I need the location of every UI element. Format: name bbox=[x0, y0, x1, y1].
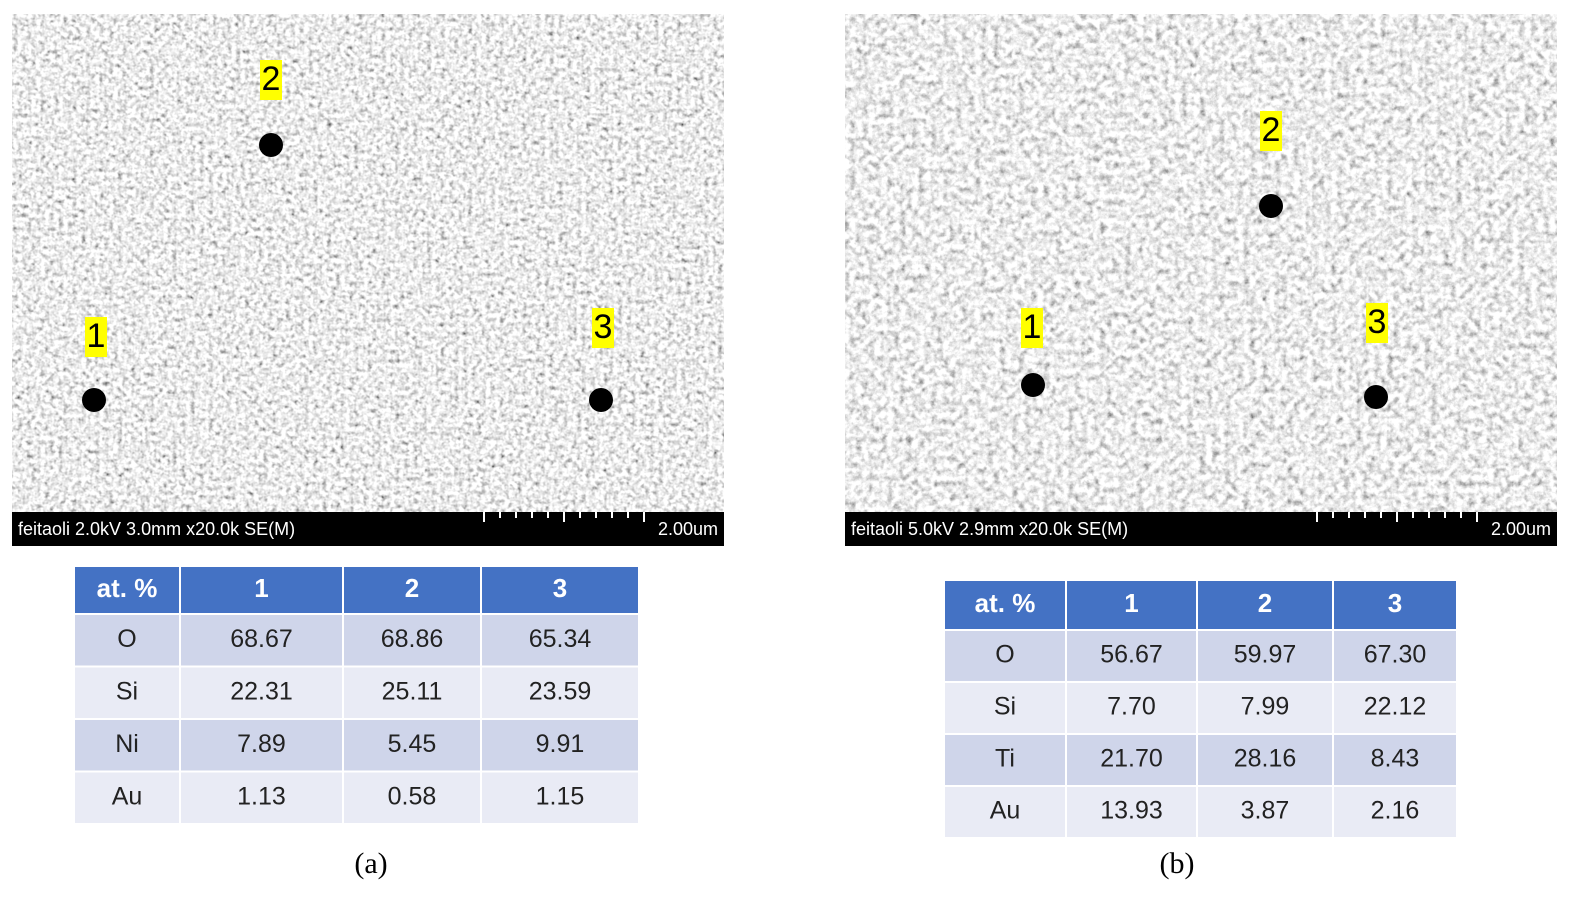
point-label: 2 bbox=[1262, 111, 1281, 149]
table-cell bbox=[179, 718, 344, 773]
panel: feitaoli 2.0kV 3.0mm x20.0k SE(M) 2.00um 1… bbox=[12, 14, 724, 880]
table-cell bbox=[1332, 785, 1458, 839]
table-cell-text: 59.97 bbox=[1234, 641, 1297, 669]
panel-caption: (b) bbox=[1160, 847, 1195, 880]
table-cell bbox=[480, 770, 640, 825]
table-cell bbox=[480, 665, 640, 720]
point-label-bg bbox=[85, 317, 107, 357]
table-header-text: 2 bbox=[1258, 588, 1272, 618]
point-marker bbox=[259, 133, 283, 157]
point-label: 1 bbox=[87, 317, 106, 355]
table-cell bbox=[73, 665, 181, 720]
table-cell-text: 3.87 bbox=[1241, 797, 1290, 825]
table-cell bbox=[1065, 785, 1198, 839]
table-header-text: 2 bbox=[405, 573, 419, 603]
table-cell-text: 5.45 bbox=[388, 730, 437, 758]
table-cell-text: 25.11 bbox=[382, 677, 443, 705]
table-cell bbox=[1065, 681, 1198, 735]
table-cell-text: O bbox=[117, 625, 136, 653]
table-cell-text: 28.16 bbox=[1234, 745, 1297, 773]
table-cell-text: 8.43 bbox=[1371, 745, 1420, 773]
table-cell bbox=[1332, 681, 1458, 735]
sem-image bbox=[845, 14, 1557, 512]
table-cell bbox=[179, 665, 344, 720]
info-bar bbox=[845, 512, 1557, 546]
point-marker bbox=[589, 388, 613, 412]
table-cell-text: 22.12 bbox=[1364, 693, 1427, 721]
table-cell-text: 0.58 bbox=[388, 782, 437, 810]
table-cell bbox=[1065, 733, 1198, 787]
table-cell bbox=[1196, 785, 1334, 839]
table-cell-text: Ni bbox=[115, 730, 139, 758]
point-label-bg bbox=[592, 308, 614, 348]
table-cell-text: 22.31 bbox=[230, 677, 293, 705]
table-header-text: 3 bbox=[1388, 588, 1402, 618]
table-cell bbox=[480, 718, 640, 773]
table-cell-text: 2.16 bbox=[1371, 797, 1420, 825]
point-label-bg bbox=[260, 60, 282, 100]
table-header-text: 3 bbox=[553, 573, 567, 603]
point-marker bbox=[1021, 373, 1045, 397]
table-header-text: at. % bbox=[975, 588, 1036, 618]
table-cell bbox=[943, 681, 1067, 735]
point-label-bg bbox=[1021, 308, 1043, 348]
table-cell bbox=[73, 613, 181, 668]
table-cell bbox=[342, 665, 482, 720]
point-label: 3 bbox=[1368, 303, 1387, 341]
table-cell bbox=[342, 613, 482, 668]
table-header-text: at. % bbox=[97, 573, 158, 603]
table-cell-text: 21.70 bbox=[1100, 745, 1163, 773]
point-label: 2 bbox=[262, 60, 281, 98]
table-cell-text: Si bbox=[116, 677, 138, 705]
table-cell-text: 65.34 bbox=[529, 625, 592, 653]
table-cell-text: Au bbox=[112, 782, 143, 810]
table-header-cell bbox=[179, 565, 344, 615]
point-marker bbox=[82, 388, 106, 412]
table-cell-text: Ti bbox=[995, 745, 1015, 773]
point-label: 1 bbox=[1023, 308, 1042, 346]
table-cell-text: 23.59 bbox=[529, 677, 592, 705]
table-cell-text: Au bbox=[990, 797, 1021, 825]
point-label-bg bbox=[1260, 111, 1282, 151]
table-cell-text: 1.15 bbox=[536, 782, 585, 810]
point-marker bbox=[1259, 194, 1283, 218]
table-cell-text: Si bbox=[994, 693, 1016, 721]
table-cell bbox=[1196, 733, 1334, 787]
table-cell-text: 68.86 bbox=[381, 625, 444, 653]
table-cell-text: 68.67 bbox=[230, 625, 293, 653]
table-header-text: 1 bbox=[254, 573, 268, 603]
table-cell-text: 67.30 bbox=[1364, 641, 1427, 669]
info-text: feitaoli 5.0kV 2.9mm x20.0k SE(M) bbox=[851, 519, 1128, 539]
panel-caption: (a) bbox=[354, 847, 387, 880]
table-cell-text: O bbox=[995, 641, 1014, 669]
table-header-cell bbox=[943, 579, 1067, 631]
table-cell bbox=[1332, 733, 1458, 787]
table-cell bbox=[1065, 629, 1198, 683]
table-cell bbox=[342, 718, 482, 773]
table-cell bbox=[1332, 629, 1458, 683]
table-header-cell bbox=[342, 565, 482, 615]
point-marker bbox=[1364, 385, 1388, 409]
table-cell-text: 7.99 bbox=[1241, 693, 1290, 721]
table-cell bbox=[1196, 681, 1334, 735]
table-cell bbox=[1196, 629, 1334, 683]
table-cell-text: 7.70 bbox=[1107, 693, 1156, 721]
table-cell-text: 56.67 bbox=[1100, 641, 1163, 669]
table-cell-text: 7.89 bbox=[237, 730, 286, 758]
info-text: feitaoli 2.0kV 3.0mm x20.0k SE(M) bbox=[18, 519, 295, 539]
point-label: 3 bbox=[594, 308, 613, 346]
point-label-bg bbox=[1366, 303, 1388, 343]
table-header-cell bbox=[480, 565, 640, 615]
table-cell-text: 13.93 bbox=[1100, 797, 1163, 825]
table-header-text: 1 bbox=[1124, 588, 1138, 618]
table-cell-text: 1.13 bbox=[237, 782, 286, 810]
scale-text: 2.00um bbox=[1491, 519, 1551, 539]
info-bar bbox=[12, 512, 724, 546]
sem-image bbox=[12, 14, 724, 512]
table-cell-text: 9.91 bbox=[536, 730, 585, 758]
scale-text: 2.00um bbox=[658, 519, 718, 539]
panel: feitaoli 5.0kV 2.9mm x20.0k SE(M) 2.00um 1… bbox=[845, 14, 1557, 880]
